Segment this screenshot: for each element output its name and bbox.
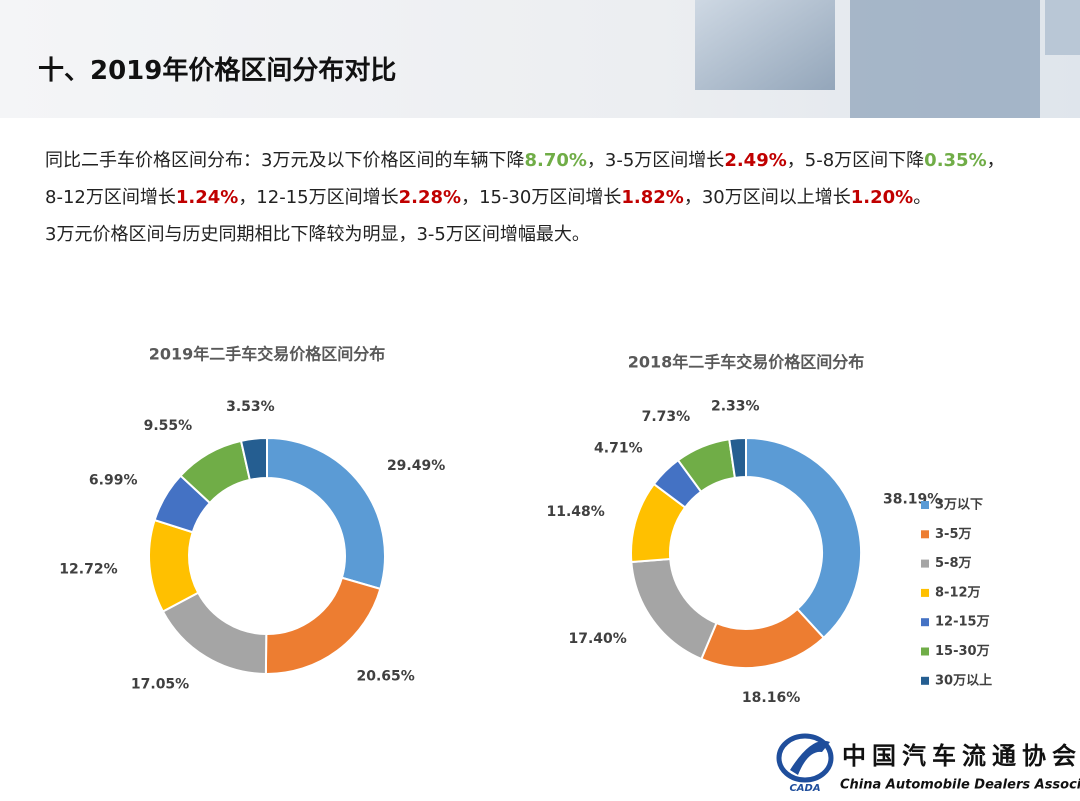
donut-slice <box>266 436 386 591</box>
legend-swatch <box>921 559 929 568</box>
data-label: 4.71% <box>594 441 643 457</box>
highlight-number: 1.20% <box>850 187 914 208</box>
data-label: 2.33% <box>711 398 760 414</box>
summary-run: 。 <box>913 187 932 208</box>
donut-slice <box>745 436 862 640</box>
header-decoration <box>695 0 1080 118</box>
summary-run: ，3-5万区间增长 <box>586 150 725 171</box>
logo-name: 中国汽车流通协会 <box>842 742 1080 770</box>
donut-slice <box>728 436 747 479</box>
chart-title: 2018年二手车交易价格区间分布 <box>628 353 865 372</box>
data-label: 38.19% <box>883 492 941 508</box>
legend-swatch <box>921 501 929 509</box>
highlight-number: 1.24% <box>175 187 239 208</box>
legend-swatch <box>921 647 929 656</box>
data-label: 7.73% <box>642 409 691 425</box>
legend-label: 3-5万 <box>935 527 972 542</box>
legend-label: 15-30万 <box>935 644 990 659</box>
highlight-number: 8.70% <box>524 150 587 171</box>
logo: CADA 中国汽车流通协会 China Automobile Dealers A… <box>776 733 1080 794</box>
legend-swatch <box>921 588 929 597</box>
logo-abbr: CADA <box>789 783 820 794</box>
highlight-number: 2.49% <box>724 150 787 171</box>
summary-run: ，30万区间以上增长 <box>683 187 851 208</box>
summary-run: ，12-15万区间增长 <box>238 187 399 208</box>
legend-label: 8-12万 <box>935 585 981 600</box>
slide-title: 十、2019年价格区间分布对比 <box>38 56 397 86</box>
legend-swatch <box>921 618 929 627</box>
data-label: 29.49% <box>387 458 445 474</box>
logo-emblem <box>776 733 834 783</box>
data-label: 20.65% <box>357 668 415 684</box>
cube <box>1045 0 1080 55</box>
header-band <box>0 0 1080 118</box>
data-label: 9.55% <box>144 418 193 434</box>
donut-slice <box>239 436 268 482</box>
data-label: 17.05% <box>131 676 189 692</box>
highlight-number: 2.28% <box>398 187 462 208</box>
summary-run: ，8-12万区间增长 <box>45 150 1005 208</box>
legend-label: 12-15万 <box>935 615 990 630</box>
donut-slice <box>700 607 826 669</box>
summary-run: ，15-30万区间增长 <box>461 187 622 208</box>
summary-text: 同比二手车价格区间分布：3万元及以下价格区间的车辆下降8.70%，3-5万区间增… <box>45 142 1020 253</box>
summary-paragraph: 同比二手车价格区间分布：3万元及以下价格区间的车辆下降8.70%，3-5万区间增… <box>45 142 1020 216</box>
legend-swatch <box>921 530 929 539</box>
data-label: 11.48% <box>546 504 604 520</box>
legend-swatch <box>921 676 929 685</box>
data-label: 6.99% <box>89 472 138 488</box>
cube <box>695 0 835 90</box>
legend-label: 3万以下 <box>935 498 983 513</box>
conclusion: 3万元价格区间与历史同期相比下降较为明显，3-5万区间增幅最大。 <box>45 224 590 245</box>
donut-slice <box>630 557 718 661</box>
data-label: 12.72% <box>59 562 117 578</box>
logo-english: China Automobile Dealers Association <box>840 778 1080 793</box>
highlight-number: 0.35% <box>924 150 987 171</box>
donut-slice <box>161 591 268 676</box>
logo-swoosh <box>790 740 830 775</box>
cube <box>850 0 1040 118</box>
highlight-number: 1.82% <box>621 187 684 208</box>
legend-label: 30万以上 <box>935 673 992 688</box>
chart-title: 2019年二手车交易价格区间分布 <box>149 345 386 364</box>
donut-slice <box>264 576 382 675</box>
data-label: 17.40% <box>568 631 626 647</box>
data-label: 18.16% <box>742 690 800 706</box>
legend-label: 5-8万 <box>935 556 972 571</box>
summary-run: ，5-8万区间下降 <box>786 150 925 171</box>
summary-run: 同比二手车价格区间分布：3万元及以下价格区间的车辆下降 <box>45 150 525 171</box>
data-label: 3.53% <box>226 399 275 415</box>
